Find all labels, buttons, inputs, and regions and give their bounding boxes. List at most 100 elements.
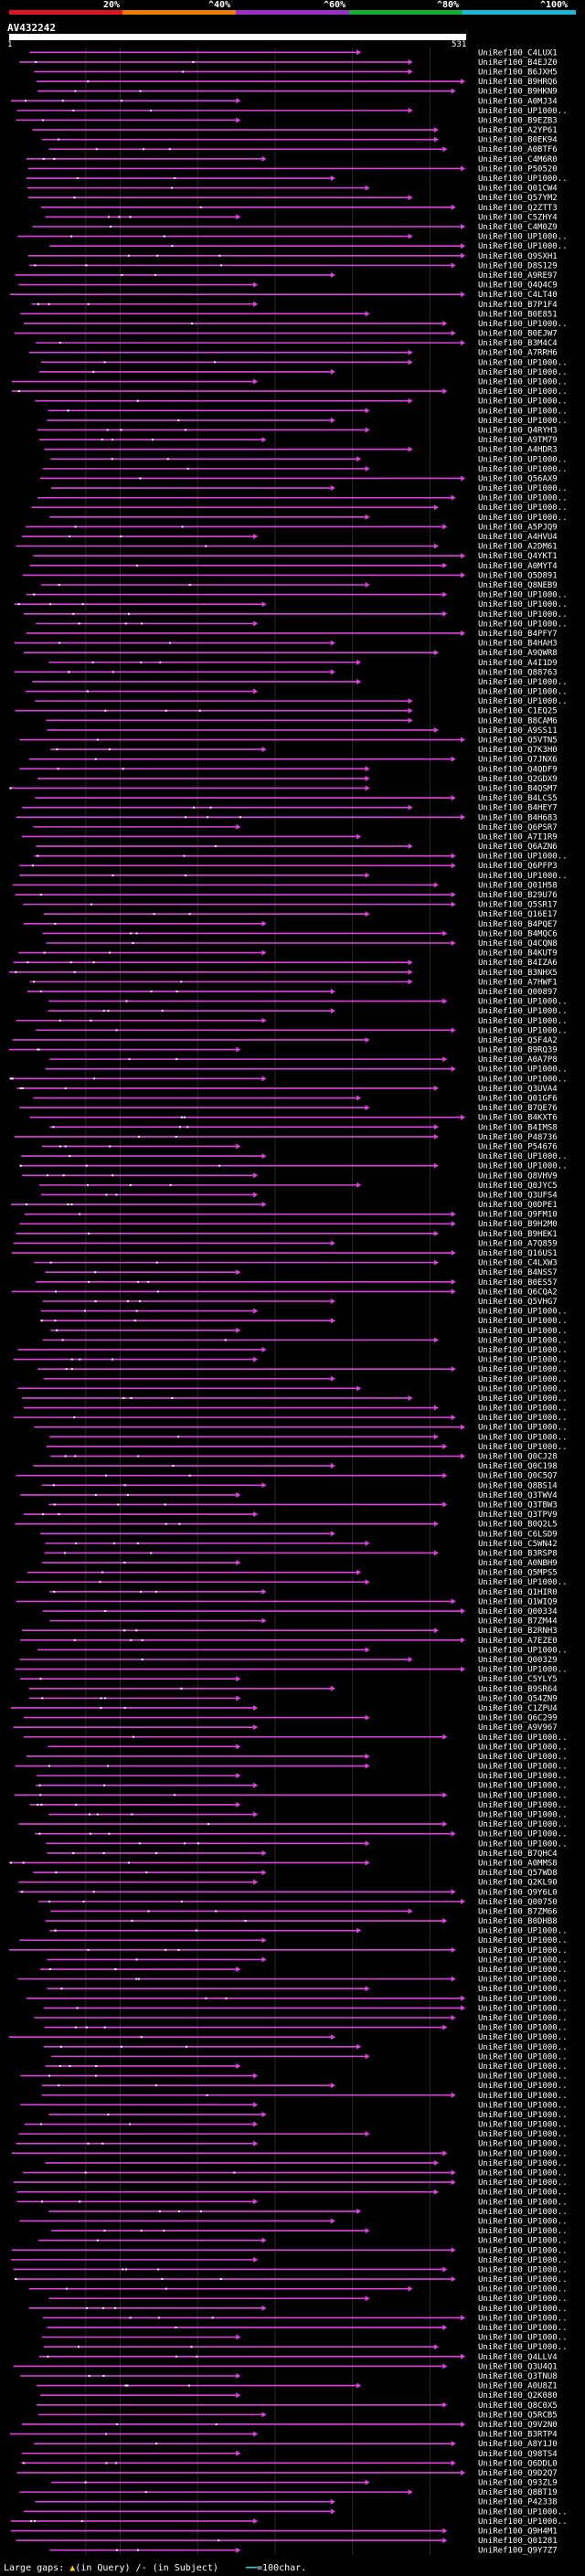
hit-label[interactable]: UniRef100_Q57WD8 <box>478 1869 558 1878</box>
hit-row[interactable]: UniRef100_Q3TBW3 <box>48 1500 558 1510</box>
hit-row[interactable]: UniRef100_B0Q2L5 <box>15 1521 558 1530</box>
hit-row[interactable]: UniRef100_A7RRH6 <box>28 349 558 358</box>
hit-row[interactable]: UniRef100_UP1000.. <box>50 455 568 464</box>
hit-row[interactable]: UniRef100_Q1WIQ9 <box>16 1597 558 1606</box>
hit-label[interactable]: UniRef100_Q5D891 <box>478 571 558 580</box>
hit-label[interactable]: UniRef100_Q2GDX9 <box>478 775 558 784</box>
hit-row[interactable]: UniRef100_Q2GDX9 <box>37 775 558 784</box>
hit-row[interactable]: UniRef100_C5YLY5 <box>20 1675 558 1684</box>
hit-row[interactable]: UniRef100_UP1000.. <box>29 1801 568 1810</box>
hit-label[interactable]: UniRef100_Q9V2N0 <box>478 2421 558 2430</box>
hit-label[interactable]: UniRef100_C4LT40 <box>478 291 558 300</box>
hit-row[interactable]: UniRef100_B6JXH5 <box>34 68 558 77</box>
hit-row[interactable]: UniRef100_Q8BS14 <box>41 1481 558 1490</box>
hit-label[interactable]: UniRef100_Q4Q4C9 <box>478 281 558 291</box>
hit-row[interactable]: UniRef100_UP1000.. <box>14 1791 568 1800</box>
hit-label[interactable]: UniRef100_Q2KL90 <box>478 1879 558 1888</box>
hit-label[interactable]: UniRef100_B0EJW7 <box>478 330 558 339</box>
hit-label[interactable]: UniRef100_C6LSD9 <box>478 1530 558 1539</box>
hit-label[interactable]: UniRef100_UP1000.. <box>478 2227 568 2236</box>
hit-row[interactable]: UniRef100_Q57YM2 <box>27 194 558 203</box>
hit-row[interactable]: UniRef100_B3M4C4 <box>36 339 558 348</box>
hit-label[interactable]: UniRef100_Q6DDL0 <box>478 2459 558 2468</box>
hit-row[interactable]: UniRef100_Q4RYH3 <box>37 426 558 435</box>
hit-label[interactable]: UniRef100_UP1000.. <box>478 1346 568 1355</box>
hit-label[interactable]: UniRef100_UP1000.. <box>478 600 568 610</box>
hit-label[interactable]: UniRef100_UP1000.. <box>478 2518 568 2527</box>
hit-label[interactable]: UniRef100_UP1000.. <box>478 1365 568 1374</box>
hit-label[interactable]: UniRef100_UP1000.. <box>478 1839 568 1849</box>
hit-label[interactable]: UniRef100_UP1000.. <box>478 2004 568 2013</box>
hit-row[interactable]: UniRef100_Q6PFP3 <box>19 862 558 871</box>
hit-row[interactable]: UniRef100_UP1000.. <box>47 2324 568 2333</box>
hit-label[interactable]: UniRef100_UP1000.. <box>478 1976 568 1985</box>
hit-row[interactable]: UniRef100_UP1000.. <box>48 2295 568 2304</box>
hit-label[interactable]: UniRef100_Q0C5Q7 <box>478 1472 558 1481</box>
hit-label[interactable]: UniRef100_C4M6R0 <box>478 155 558 164</box>
hit-row[interactable]: UniRef100_Q4Q4C9 <box>18 281 558 291</box>
hit-label[interactable]: UniRef100_Q9D2Q7 <box>478 2469 558 2478</box>
hit-label[interactable]: UniRef100_Q01281 <box>478 2537 558 2546</box>
hit-label[interactable]: UniRef100_UP1000.. <box>478 998 568 1007</box>
hit-label[interactable]: UniRef100_UP1000.. <box>478 1666 568 1675</box>
hit-label[interactable]: UniRef100_UP1000.. <box>478 620 568 629</box>
hit-label[interactable]: UniRef100_UP1000.. <box>478 1152 568 1161</box>
hit-row[interactable]: UniRef100_UP1000.. <box>15 1666 568 1675</box>
hit-row[interactable]: UniRef100_UP1000.. <box>24 1733 568 1743</box>
hit-row[interactable]: UniRef100_Q9Y7Z7 <box>49 2547 558 2556</box>
hit-row[interactable]: UniRef100_UP1000.. <box>17 233 568 242</box>
hit-row[interactable]: UniRef100_UP1000.. <box>38 368 568 377</box>
hit-label[interactable]: UniRef100_UP1000.. <box>478 2062 568 2072</box>
hit-row[interactable]: UniRef100_UP1000.. <box>28 2305 568 2314</box>
hit-row[interactable]: UniRef100_Q8VHV9 <box>22 1171 558 1181</box>
hit-row[interactable]: UniRef100_Q5VHG7 <box>42 1298 558 1307</box>
hit-row[interactable]: UniRef100_Q3TWV4 <box>20 1491 558 1500</box>
hit-label[interactable]: UniRef100_Q4CQN8 <box>478 939 558 949</box>
hit-row[interactable]: UniRef100_Q6AZN6 <box>36 843 558 852</box>
hit-row[interactable]: UniRef100_UP1000.. <box>14 600 568 610</box>
hit-row[interactable]: UniRef100_UP1000.. <box>49 242 568 251</box>
hit-label[interactable]: UniRef100_UP1000.. <box>478 2343 568 2352</box>
hit-row[interactable]: UniRef100_Q88763 <box>14 668 558 677</box>
hit-label[interactable]: UniRef100_UP1000.. <box>478 1007 568 1016</box>
hit-row[interactable]: UniRef100_B3RTP4 <box>9 2431 558 2440</box>
hit-row[interactable]: UniRef100_Q4QDF9 <box>19 765 558 774</box>
hit-label[interactable]: UniRef100_B6JXH5 <box>478 68 558 77</box>
hit-label[interactable]: UniRef100_UP1000.. <box>478 2024 568 2033</box>
hit-label[interactable]: UniRef100_UP1000.. <box>478 1772 568 1781</box>
hit-label[interactable]: UniRef100_Q8BT19 <box>478 2488 558 2497</box>
hit-label[interactable]: UniRef100_A7HWF1 <box>478 978 558 987</box>
hit-label[interactable]: UniRef100_UP1000.. <box>478 484 568 493</box>
hit-label[interactable]: UniRef100_UP1000.. <box>478 1801 568 1810</box>
hit-row[interactable]: UniRef100_UP1000.. <box>36 1782 568 1791</box>
hit-row[interactable]: UniRef100_B4HEY7 <box>22 804 558 813</box>
hit-row[interactable]: UniRef100_Q00329 <box>19 1656 558 1665</box>
hit-row[interactable]: UniRef100_B0EJW7 <box>14 330 558 339</box>
hit-label[interactable]: UniRef100_Q5VTN5 <box>478 737 558 746</box>
hit-row[interactable]: UniRef100_B4HAH3 <box>14 640 558 649</box>
hit-label[interactable]: UniRef100_UP1000.. <box>478 2208 568 2217</box>
hit-label[interactable]: UniRef100_A0MJ34 <box>478 97 558 106</box>
hit-label[interactable]: UniRef100_Q6C299 <box>478 1714 558 1723</box>
hit-label[interactable]: UniRef100_UP1000.. <box>478 2285 568 2295</box>
hit-label[interactable]: UniRef100_UP1000.. <box>478 1336 568 1345</box>
hit-row[interactable]: UniRef100_Q01281 <box>16 2537 558 2546</box>
hit-label[interactable]: UniRef100_UP1000.. <box>478 2092 568 2101</box>
hit-label[interactable]: UniRef100_UP1000.. <box>478 2507 568 2517</box>
hit-row[interactable]: UniRef100_UP1000.. <box>36 620 568 629</box>
hit-row[interactable]: UniRef100_UP1000.. <box>13 1356 568 1365</box>
hit-label[interactable]: UniRef100_B4KUT9 <box>478 949 558 959</box>
hit-label[interactable]: UniRef100_B7P1F4 <box>478 301 558 310</box>
hit-label[interactable]: UniRef100_B0E851 <box>478 310 558 319</box>
hit-row[interactable]: UniRef100_UP1000.. <box>49 1927 568 1936</box>
hit-row[interactable]: UniRef100_A0A7P8 <box>49 1055 558 1065</box>
hit-label[interactable]: UniRef100_B4PFY7 <box>478 630 558 639</box>
hit-row[interactable]: UniRef100_B7QE76 <box>19 1104 558 1113</box>
hit-row[interactable]: UniRef100_C4LT40 <box>9 291 558 300</box>
hit-label[interactable]: UniRef100_Q57YM2 <box>478 194 558 203</box>
hit-label[interactable]: UniRef100_UP1000.. <box>478 1936 568 1945</box>
hit-label[interactable]: UniRef100_B3NHX5 <box>478 969 558 978</box>
hit-row[interactable]: UniRef100_UP1000.. <box>24 1405 568 1414</box>
hit-row[interactable]: UniRef100_Q3UVA4 <box>16 1085 558 1094</box>
hit-row[interactable]: UniRef100_B4IMS8 <box>49 1123 558 1132</box>
